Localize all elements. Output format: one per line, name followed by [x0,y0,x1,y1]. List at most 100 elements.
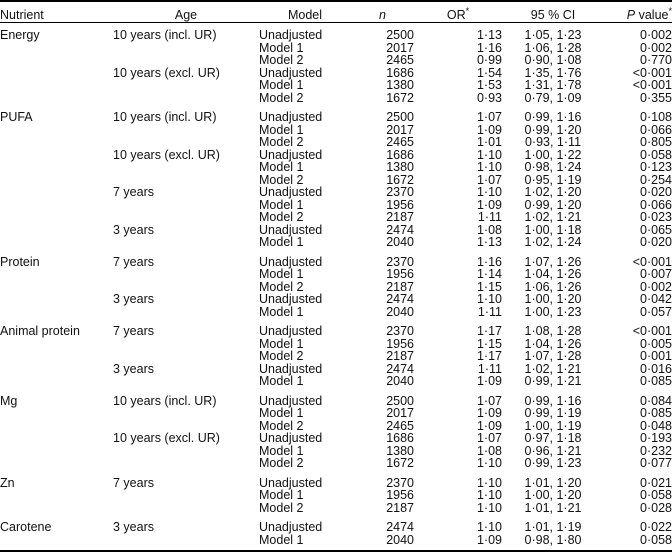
p-cell: 0·254 [640,172,672,187]
nutrient-cell [0,420,113,433]
header-row: Nutrient Age Model n OR* 95 % CI P value… [0,1,672,23]
ci-cell: 0·79, 1·09 [524,90,582,105]
age-cell: 3 years [113,361,154,376]
ci-cell: 0·99, 1·21 [524,374,582,388]
n-cell: 1956 [386,336,414,351]
n-cell: 2370 [386,185,414,199]
table-row: Model 1 2040 1·09 0·99, 1·21 0·085 [0,375,672,388]
ci-cell: 1·01, 1·21 [524,500,582,515]
or-cell: 1·14 [476,267,502,281]
or-cell: 1·16 [476,254,502,269]
nutrient-cell: Protein [0,254,40,269]
p-cell: 0·085 [640,406,672,420]
model-cell: Model 1 [259,160,304,174]
nutrient-cell [0,338,113,351]
n-cell: 2370 [386,324,414,338]
p-cell: 0·058 [640,147,672,162]
n-cell: 2500 [386,393,414,408]
p-cell: 0·002 [640,28,672,42]
p-cell: 0·057 [640,304,672,319]
or-cell: 1·10 [476,488,502,502]
or-cell: 1·11 [477,210,502,224]
p-cell: 0·021 [640,475,672,490]
table-row: 3 years Unadjusted 2474 1·10 1·00, 1·20 0·042 [0,293,672,306]
ci-cell: 1·04, 1·26 [524,267,582,281]
p-cell: 0·002 [640,279,672,294]
or-cell: 1·09 [476,418,502,433]
table-row: Model 2 2187 1·15 1·06, 1·26 0·002 [0,279,672,294]
ci-cell: 1·00, 1·19 [524,418,582,433]
ci-cell: 1·00, 1·20 [524,292,582,306]
table-row: Model 1 2017 1·16 1·06, 1·28 0·002 [0,40,672,55]
or-cell: 1·10 [476,160,502,174]
or-label: OR [446,8,466,22]
age-cell: 3 years [113,520,154,534]
p-cell: 0·065 [640,222,672,237]
or-cell: 1·10 [476,456,502,470]
table-body: Energy 10 years (incl. UR) Unadjusted 2500 1… [0,22,672,551]
model-cell: Model 2 [259,418,304,433]
ci-cell: 1·07, 1·26 [524,254,582,269]
table-row: Carotene 3 years Unadjusted 2474 1·10 1·01, 1… [0,521,672,534]
age-cell [113,136,259,149]
model-cell: Model 2 [259,349,304,363]
n-cell: 2187 [386,500,414,515]
table-row: PUFA 10 years (incl. UR) Unadjusted 2500 1·0… [0,111,672,124]
nutrient-cell [0,174,113,187]
n-cell: 2465 [386,418,414,433]
age-cell [113,161,259,174]
ci-cell: 0·99, 1·16 [524,393,582,408]
table-row: Model 1 2017 1·09 0·99, 1·19 0·085 [0,407,672,420]
or-cell: 1·10 [476,520,502,534]
p-cell: 0·042 [640,292,672,306]
ci-cell: 1·00, 1·23 [524,304,582,319]
model-cell: Model 2 [259,53,304,67]
table-row: Model 1 2040 1·13 1·02, 1·24 0·020 [0,236,672,249]
ci-cell: 1·00, 1·18 [524,222,582,237]
nutrient-cell [0,42,113,55]
p-cell: 0·058 [640,532,672,547]
n-cell: 1686 [386,65,414,80]
or-cell: 1·07 [476,393,502,408]
nutrient-cell [0,407,113,420]
n-cell: 2040 [386,235,414,249]
age-cell: 3 years [113,292,154,306]
model-cell: Unadjusted [259,292,323,306]
p-cell: 0·028 [640,500,672,515]
p-cell: 0·805 [640,135,672,149]
p-cell: 0·048 [640,418,672,433]
age-cell [113,268,259,281]
nutrient-cell [0,306,113,319]
nutrient-cell [0,432,113,445]
nutrient-cell [0,161,113,174]
table-row: Protein 7 years Unadjusted 2370 1·16 1·07, 1·… [0,254,672,269]
n-cell: 1380 [386,160,414,174]
model-cell: Model 2 [259,456,304,470]
or-cell: 1·09 [476,197,502,212]
p-cell: 0·020 [640,185,672,199]
n-cell: 2500 [386,110,414,124]
age-cell [113,338,259,351]
nutrient-cell [0,445,113,458]
nutrient-cell [0,534,113,547]
or-cell: 1·10 [476,475,502,490]
age-cell: 7 years [113,475,154,490]
model-cell: Model 1 [259,197,304,212]
p-cell: 0·355 [640,90,672,105]
table-row: Model 1 1956 1·15 1·04, 1·26 0·005 [0,336,672,351]
or-cell: 0·99 [476,53,502,67]
ci-cell: 0·93, 1·11 [524,135,582,149]
n-cell: 2017 [386,40,414,55]
ci-cell: 1·02, 1·24 [524,235,582,249]
nutrient-cell: Carotene [0,520,52,534]
ci-cell: 0·99, 1·23 [524,456,582,470]
n-cell: 2474 [386,361,414,376]
table-row: 3 years Unadjusted 2474 1·11 1·02, 1·21 0·016 [0,361,672,376]
or-cell: 1·09 [476,122,502,137]
or-cell: 1·01 [476,135,502,149]
nutrient-cell [0,363,113,376]
ci-cell: 1·02, 1·21 [524,361,582,376]
model-cell: Model 1 [259,406,304,420]
model-cell: Unadjusted [259,361,323,376]
age-cell [113,42,259,55]
